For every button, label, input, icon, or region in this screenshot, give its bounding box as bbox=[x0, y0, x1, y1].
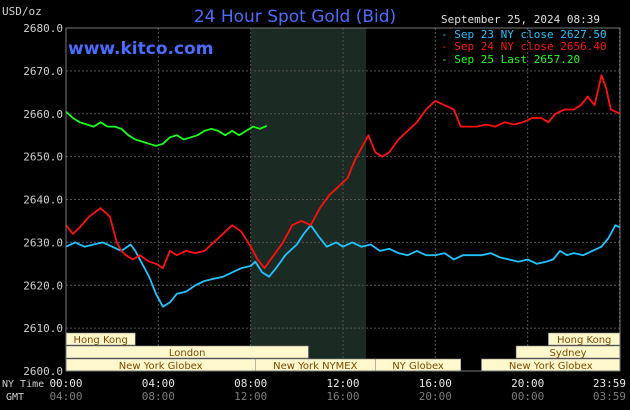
x-tick-label-gmt: 20:00 bbox=[419, 390, 452, 403]
y-tick-label: 2630.0 bbox=[23, 236, 63, 249]
x-tick-label-ny: 12:00 bbox=[326, 377, 359, 390]
session-label: NY Globex bbox=[392, 361, 444, 372]
y-tick-label: 2660.0 bbox=[23, 108, 63, 121]
x-tick-label-gmt: 00:00 bbox=[511, 390, 544, 403]
y-tick-label: 2680.0 bbox=[23, 22, 63, 35]
y-tick-label: 2670.0 bbox=[23, 65, 63, 78]
plot-frame bbox=[65, 27, 621, 372]
x-tick-label-ny: 04:00 bbox=[142, 377, 175, 390]
x-tick-label-gmt: 16:00 bbox=[326, 390, 359, 403]
legend-item-sep24: - Sep 24 NY close 2656.40 bbox=[441, 40, 607, 53]
legend: - Sep 23 NY close 2627.50 - Sep 24 NY cl… bbox=[441, 28, 607, 66]
site-label: www.kitco.com bbox=[68, 39, 213, 59]
session-label: New York NYMEX bbox=[273, 361, 358, 372]
units-label: USD/oz bbox=[2, 5, 42, 18]
x-tick-label-ny: 08:00 bbox=[234, 377, 267, 390]
legend-item-sep23: - Sep 23 NY close 2627.50 bbox=[441, 28, 607, 41]
session-label: New York Globex bbox=[509, 361, 593, 372]
x-tick-label-gmt: 03:59 bbox=[593, 390, 626, 403]
timestamp: September 25, 2024 08:39 bbox=[441, 13, 600, 26]
y-tick-label: 2650.0 bbox=[23, 151, 63, 164]
gmt-label: GMT bbox=[6, 392, 24, 403]
session-label: New York Globex bbox=[119, 361, 203, 372]
session-label: Sydney bbox=[550, 348, 587, 359]
series-line-1 bbox=[65, 74, 621, 269]
chart-title: 24 Hour Spot Gold (Bid) bbox=[194, 7, 396, 27]
series-line-2 bbox=[65, 110, 268, 147]
series-line-0 bbox=[65, 224, 621, 308]
session-label: Hong Kong bbox=[557, 335, 611, 346]
ny-time-label: NY Time bbox=[2, 379, 44, 390]
y-tick-label: 2620.0 bbox=[23, 279, 63, 292]
x-tick-label-ny: 20:00 bbox=[511, 377, 544, 390]
legend-item-sep25: - Sep 25 Last 2657.20 bbox=[441, 53, 580, 66]
x-tick-label-ny: 23:59 bbox=[593, 377, 626, 390]
session-label: London bbox=[169, 348, 206, 359]
x-tick-label-gmt: 08:00 bbox=[142, 390, 175, 403]
y-tick-label: 2640.0 bbox=[23, 194, 63, 207]
y-tick-label: 2600.0 bbox=[23, 365, 63, 378]
x-tick-label-ny: 00:00 bbox=[49, 377, 82, 390]
session-label: Hong Kong bbox=[73, 335, 127, 346]
y-tick-label: 2610.0 bbox=[23, 322, 63, 335]
x-tick-label-gmt: 04:00 bbox=[49, 390, 82, 403]
x-tick-label-ny: 16:00 bbox=[419, 377, 452, 390]
x-tick-label-gmt: 12:00 bbox=[234, 390, 267, 403]
